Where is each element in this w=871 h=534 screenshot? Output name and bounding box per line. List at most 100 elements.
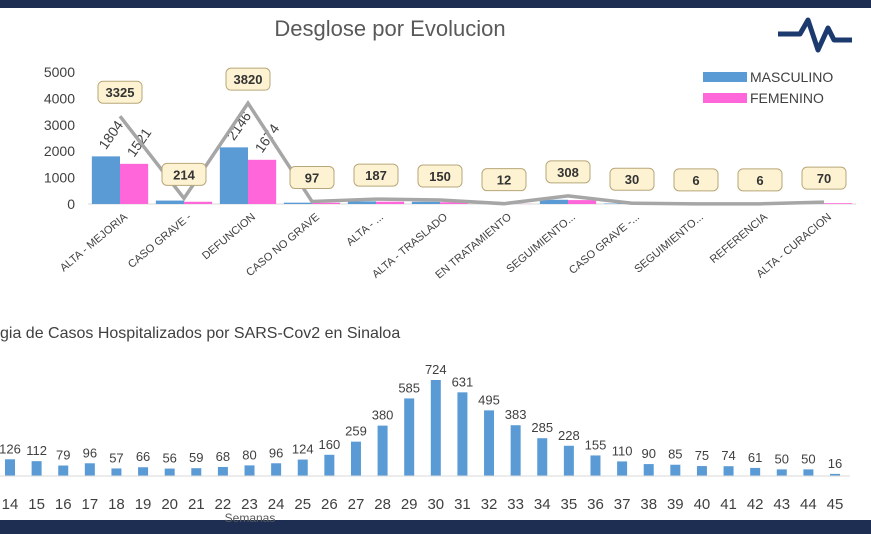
x-tick-label: 31 xyxy=(454,496,471,513)
x-tick-label: 19 xyxy=(135,496,152,513)
bar xyxy=(440,202,469,204)
bar xyxy=(120,163,149,204)
data-label: 150 xyxy=(429,169,451,184)
x-tick-label: 42 xyxy=(747,496,764,513)
data-label-box xyxy=(97,80,143,104)
bar xyxy=(312,202,341,204)
data-label: 724 xyxy=(425,362,447,377)
x-tick-label: 44 xyxy=(800,496,817,513)
bar xyxy=(411,201,440,204)
data-label: 6 xyxy=(756,173,763,188)
data-label: 12 xyxy=(497,173,511,188)
bar xyxy=(824,203,853,204)
x-tick-label: 40 xyxy=(694,496,711,513)
data-label: 3820 xyxy=(234,72,263,87)
data-label: 30 xyxy=(625,172,639,187)
bar xyxy=(457,392,468,476)
chart-title: Desglose por Evolucion xyxy=(274,16,505,41)
x-tick-label: 16 xyxy=(55,496,72,513)
data-label: 228 xyxy=(558,428,580,443)
data-label: 50 xyxy=(801,451,815,466)
data-label: 61 xyxy=(748,450,762,465)
data-label-box xyxy=(481,168,527,192)
data-label: 75 xyxy=(695,448,709,463)
data-label: 259 xyxy=(345,424,367,439)
data-label: 3325 xyxy=(106,85,135,100)
data-label: 214 xyxy=(173,167,195,182)
data-label: 70 xyxy=(817,171,831,186)
data-label-box xyxy=(545,160,591,184)
bar xyxy=(31,461,42,476)
y-tick-label: 5000 xyxy=(44,64,75,80)
x-tick-label: 41 xyxy=(720,496,737,513)
data-label: 50 xyxy=(775,451,789,466)
bar xyxy=(283,202,312,204)
data-label: 80 xyxy=(242,447,256,462)
data-label-box xyxy=(609,167,655,191)
legend-swatch xyxy=(703,93,747,103)
bar xyxy=(91,156,120,204)
bar xyxy=(217,466,228,476)
data-label: 187 xyxy=(365,168,387,183)
bar xyxy=(324,454,335,476)
bar xyxy=(377,425,388,476)
x-tick-label: 38 xyxy=(640,496,657,513)
data-label: 160 xyxy=(319,437,341,452)
x-tick-label: 32 xyxy=(481,496,498,513)
data-label: 112 xyxy=(26,443,47,458)
data-label: 631 xyxy=(452,374,474,389)
data-label: 96 xyxy=(269,445,283,460)
x-tick-label: 29 xyxy=(401,496,418,513)
bar xyxy=(376,201,405,204)
x-tick-label: 18 xyxy=(108,496,125,513)
data-label-box xyxy=(737,168,783,192)
data-label: 97 xyxy=(305,170,319,185)
bar xyxy=(271,463,282,476)
bar xyxy=(617,461,628,476)
bar xyxy=(510,425,521,476)
data-label-box xyxy=(417,164,463,188)
x-tick-label: 35 xyxy=(561,496,578,513)
data-label: 110 xyxy=(612,443,633,458)
data-label: 74 xyxy=(721,448,735,463)
data-label: 124 xyxy=(292,442,314,457)
bar xyxy=(430,380,441,476)
bar xyxy=(590,455,601,476)
bar xyxy=(350,441,361,476)
y-tick-label: 4000 xyxy=(44,90,75,106)
x-tick-label: 33 xyxy=(507,496,524,513)
x-tick-label: 14 xyxy=(2,496,19,513)
x-axis-label: Semanas xyxy=(225,511,276,525)
data-label: 79 xyxy=(56,448,70,463)
bar xyxy=(297,459,308,476)
data-label: 90 xyxy=(641,446,655,461)
data-label-box xyxy=(673,168,719,192)
bar xyxy=(537,438,548,476)
x-tick-label: 36 xyxy=(587,496,604,513)
bar xyxy=(830,473,840,476)
x-tick-label: 17 xyxy=(81,496,98,513)
x-tick-label: 43 xyxy=(773,496,790,513)
bar xyxy=(568,200,597,204)
bar xyxy=(696,466,707,476)
legend-label: MASCULINO xyxy=(750,69,833,85)
data-label-box xyxy=(801,166,847,190)
y-tick-label: 3000 xyxy=(44,117,75,133)
chart-title: gia de Casos Hospitalizados por SARS-Cov… xyxy=(0,325,400,342)
x-tick-label: 39 xyxy=(667,496,684,513)
bar xyxy=(803,469,814,476)
y-tick-label: 0 xyxy=(67,196,75,212)
bar xyxy=(539,199,568,204)
y-tick-label: 1000 xyxy=(44,170,75,186)
data-label: 285 xyxy=(531,420,553,435)
x-tick-label: 25 xyxy=(294,496,311,513)
bar xyxy=(219,147,248,204)
bar xyxy=(347,201,376,204)
x-tick-label: 24 xyxy=(268,496,285,513)
data-label: 383 xyxy=(505,407,527,422)
x-tick-label: 28 xyxy=(374,496,391,513)
bar xyxy=(670,464,681,476)
legend-swatch xyxy=(703,72,747,82)
bar xyxy=(244,465,255,476)
